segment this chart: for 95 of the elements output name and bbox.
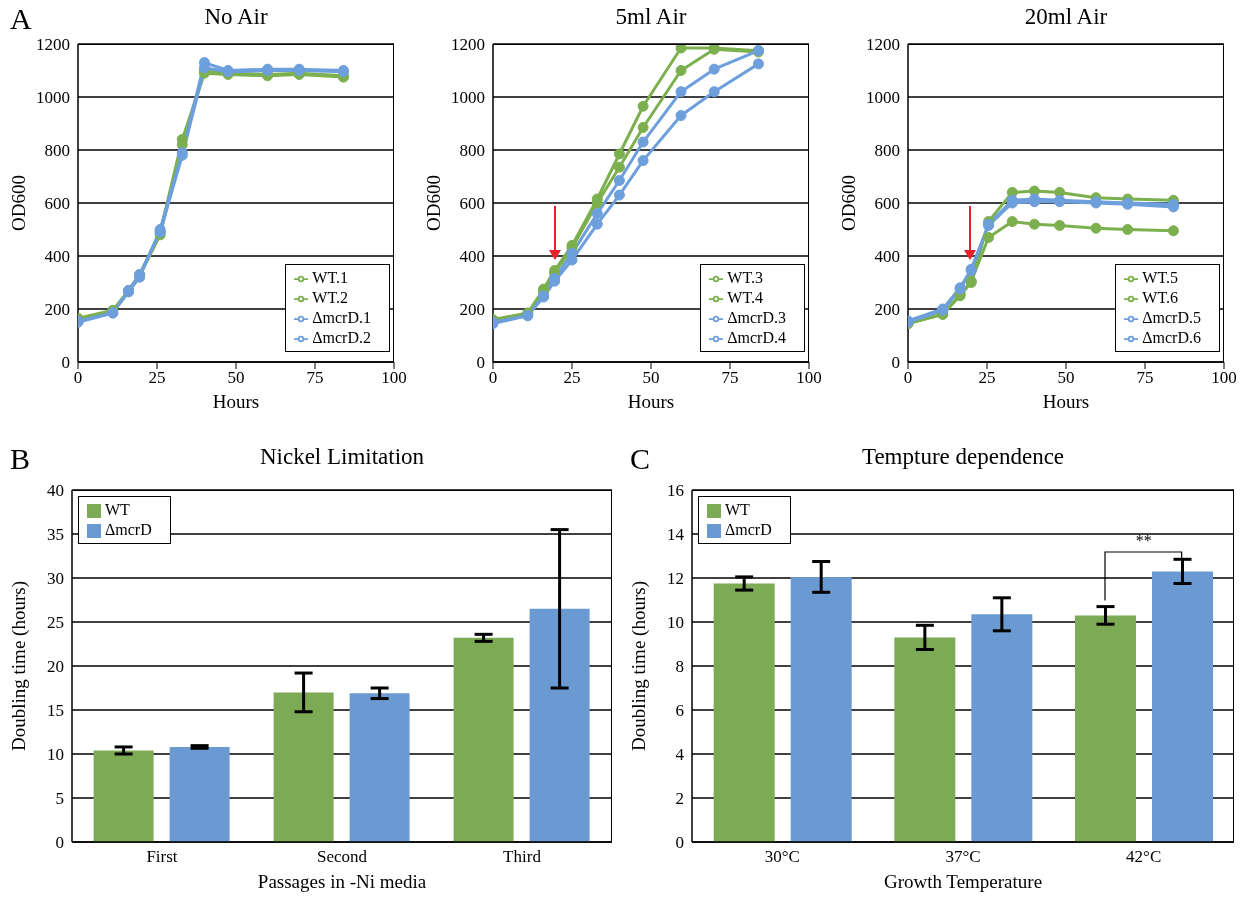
y-tick-label: 0 [61, 353, 70, 373]
y-tick-label: 800 [874, 141, 900, 161]
y-tick-label: 0 [675, 833, 684, 853]
x-tick-label: 50 [227, 368, 245, 388]
text: A [10, 2, 32, 36]
text: C [630, 442, 651, 476]
y-tick-label: 16 [667, 481, 684, 501]
x-tick-label: 0 [73, 368, 83, 388]
y-axis-title: OD600 [7, 175, 29, 231]
y-tick-label: 200 [44, 300, 70, 320]
y-tick-label: 600 [459, 194, 485, 214]
x-tick-label: 100 [796, 368, 822, 388]
y-tick-label: 400 [874, 247, 900, 267]
y-tick-label: 40 [47, 481, 64, 501]
y-tick-label: 14 [667, 525, 685, 545]
y-tick-label: 25 [47, 613, 64, 633]
y-tick-label: 600 [44, 194, 70, 214]
x-tick-label: 37°C [945, 847, 981, 867]
x-tick-label: 0 [488, 368, 498, 388]
y-tick-label: 0 [891, 353, 900, 373]
y-tick-label: 1000 [866, 88, 900, 108]
chart-title: Tempture dependence [860, 444, 1066, 470]
y-tick-label: 400 [459, 247, 485, 267]
legend-label: WT [725, 501, 750, 518]
legend-label: ΔmcrD.4 [727, 329, 786, 346]
y-tick-label: 12 [667, 569, 684, 589]
x-tick-label: Third [503, 847, 542, 867]
legend-label: WT.3 [727, 269, 763, 286]
x-tick-label: 75 [721, 368, 739, 388]
y-tick-label: 2 [675, 789, 684, 809]
legend-label: WT.6 [1142, 289, 1178, 306]
x-tick-label: 100 [1211, 368, 1237, 388]
y-tick-label: 800 [44, 141, 70, 161]
x-axis-title: Growth Temperature [883, 871, 1043, 892]
text: B [10, 442, 31, 476]
legend-label: ΔmcrD [725, 521, 772, 538]
x-axis-title: Passages in -Ni media [257, 871, 427, 892]
y-tick-label: 1000 [451, 88, 485, 108]
legend-label: WT.1 [312, 269, 348, 286]
y-tick-label: 10 [667, 613, 684, 633]
y-tick-label: 400 [44, 247, 70, 267]
y-tick-label: 35 [47, 525, 64, 545]
chart-title: 20ml Air [1023, 4, 1109, 30]
legend-label: ΔmcrD.6 [1142, 329, 1201, 346]
y-tick-label: 4 [675, 745, 685, 765]
x-axis-title: Hours [1042, 391, 1090, 412]
x-axis-title: Hours [627, 391, 675, 412]
y-axis-title: Doubling time (hours) [7, 581, 30, 751]
annotation: ** [1134, 531, 1153, 550]
legend-label: WT.5 [1142, 269, 1178, 286]
y-tick-label: 10 [47, 745, 64, 765]
y-tick-label: 20 [47, 657, 64, 677]
y-tick-label: 200 [459, 300, 485, 320]
y-tick-label: 8 [675, 657, 684, 677]
chart-title: Nickel Limitation [258, 444, 426, 470]
y-tick-label: 30 [47, 569, 64, 589]
y-tick-label: 200 [874, 300, 900, 320]
legend-label: WT.4 [727, 289, 763, 306]
y-tick-label: 0 [476, 353, 485, 373]
legend-label: ΔmcrD.1 [312, 309, 371, 326]
legend-label: ΔmcrD.3 [727, 309, 786, 326]
legend-label: WT [105, 501, 130, 518]
legend-label: ΔmcrD.5 [1142, 309, 1201, 326]
y-tick-label: 15 [47, 701, 64, 721]
x-tick-label: 50 [642, 368, 660, 388]
x-tick-label: Second [316, 847, 368, 867]
y-tick-label: 600 [874, 194, 900, 214]
y-tick-label: 800 [459, 141, 485, 161]
x-tick-label: First [146, 847, 178, 867]
y-tick-label: 1200 [36, 35, 70, 55]
x-tick-label: 25 [563, 368, 581, 388]
y-axis-title: Doubling time (hours) [627, 581, 650, 751]
legend-label: ΔmcrD.2 [312, 329, 371, 346]
legend-label: WT.2 [312, 289, 348, 306]
y-tick-label: 1200 [866, 35, 900, 55]
x-tick-label: 75 [1136, 368, 1154, 388]
y-tick-label: 1200 [451, 35, 485, 55]
y-axis-title: OD600 [837, 175, 859, 231]
x-tick-label: 25 [978, 368, 996, 388]
x-tick-label: 0 [903, 368, 913, 388]
chart-title: No Air [203, 4, 269, 30]
y-tick-label: 5 [55, 789, 64, 809]
x-axis-title: Hours [212, 391, 260, 412]
x-tick-label: 30°C [764, 847, 800, 867]
x-tick-label: 100 [381, 368, 407, 388]
y-tick-label: 0 [55, 833, 64, 853]
x-tick-label: 50 [1057, 368, 1075, 388]
x-tick-label: 25 [148, 368, 166, 388]
chart-title: 5ml Air [614, 4, 688, 30]
x-tick-label: 75 [306, 368, 324, 388]
y-tick-label: 6 [675, 701, 684, 721]
y-tick-label: 1000 [36, 88, 70, 108]
y-axis-title: OD600 [422, 175, 444, 231]
x-tick-label: 42°C [1126, 847, 1162, 867]
legend-label: ΔmcrD [105, 521, 152, 538]
